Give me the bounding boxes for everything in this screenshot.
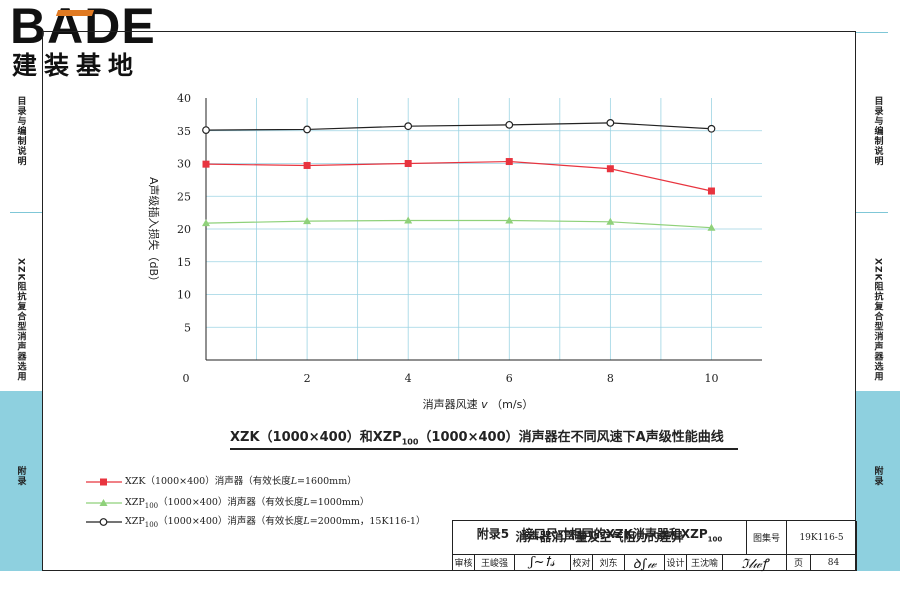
title-line-2: 消声器消声量及空气阻力的差异 — [515, 530, 684, 544]
y-tick-label: 25 — [177, 190, 191, 203]
data-point-circle — [404, 122, 413, 131]
data-point-square — [404, 160, 412, 167]
data-point-square — [202, 160, 210, 168]
side-tab-right-appendix[interactable]: 附录 — [856, 391, 900, 571]
bade-logo: BADE 建装基地 — [10, 0, 175, 82]
legend-swatch — [86, 478, 122, 486]
page-number: 84 — [811, 555, 857, 571]
y-tick-label: 40 — [177, 92, 191, 105]
y-tick-label: 15 — [177, 256, 191, 269]
side-tab-label: 附录 — [872, 466, 883, 486]
y-tick-label: 10 — [177, 289, 191, 302]
legend-item-xzp-2000: XZP100（1000×400）消声器（有效长度L=2000mm，15K116-… — [84, 514, 464, 530]
legend-item-xzk: XZK（1000×400）消声器（有效长度L=1600mm） — [84, 474, 464, 490]
data-point-square — [606, 165, 614, 173]
side-tab-label: XZK阻抗复合型消声器选用 — [872, 258, 883, 382]
legend-swatch — [86, 518, 122, 526]
title-line-1: 接口尺寸相同的XZK消声器和XZP — [521, 527, 708, 542]
checker-name: 刘东 — [593, 555, 625, 571]
data-point-square — [505, 158, 513, 166]
side-tab-right-selection[interactable]: XZK阻抗复合型消声器选用 — [856, 250, 900, 390]
reviewer-signature: ʃ~ꝉ𝓈 — [515, 555, 571, 571]
logo-subtitle: 建装基地 — [12, 51, 141, 80]
legend-label: XZP100（1000×400）消声器（有效长度L=1000mm） — [125, 497, 370, 510]
atlas-number-label: 图集号 — [747, 521, 787, 555]
designer-name: 王沈喻 — [687, 555, 723, 571]
x-tick-label: 4 — [405, 372, 412, 385]
design-label: 设计 — [665, 555, 687, 571]
x-axis-label: 消声器风速 v （m/s） — [423, 397, 534, 411]
data-point-circle — [505, 120, 514, 129]
tab-divider — [10, 212, 42, 213]
title-block: 附录5 接口尺寸相同的XZK消声器和XZP100 消声器消声量及空气阻力的差异 … — [452, 520, 857, 572]
checker-signature: ꝺ∫𝓌 — [625, 555, 665, 572]
drawing-frame — [42, 31, 856, 571]
data-point-circle — [606, 118, 615, 127]
atlas-number: 19K116-5 — [787, 521, 857, 555]
legend-swatch — [86, 499, 122, 506]
chart-caption: XZK（1000×400）和XZP100（1000×400）消声器在不同风速下A… — [230, 426, 724, 447]
check-label: 校对 — [571, 555, 593, 571]
title-block-title: 附录5 接口尺寸相同的XZK消声器和XZP100 消声器消声量及空气阻力的差异 — [453, 521, 747, 555]
y-tick-label: 20 — [177, 223, 191, 236]
y-tick-label: 30 — [177, 158, 191, 171]
y-tick-label: 35 — [177, 125, 191, 138]
caption-prefix: XZK（1000×400）和XZP — [230, 430, 402, 445]
review-label: 审核 — [453, 555, 475, 571]
data-point-circle — [303, 125, 311, 134]
caption-underline — [230, 448, 738, 450]
data-point-triangle — [202, 219, 210, 227]
side-tab-label: 目录与编制说明 — [15, 96, 26, 166]
side-tab-label: XZK阻抗复合型消声器选用 — [15, 258, 26, 382]
data-point-triangle — [303, 217, 312, 225]
side-tab-label: 附录 — [15, 466, 26, 486]
x-tick-label: 0 — [183, 372, 190, 385]
x-tick-label: 6 — [506, 372, 513, 385]
data-point-circle — [707, 124, 716, 133]
data-point-square — [303, 161, 311, 169]
series-line-1 — [205, 160, 712, 192]
side-tab-left-contents[interactable]: 目录与编制说明 — [0, 88, 42, 212]
data-point-triangle — [707, 223, 716, 231]
tab-divider — [856, 212, 888, 213]
caption-subscript: 100 — [401, 437, 419, 447]
data-point-circle — [202, 126, 210, 134]
data-point-square — [707, 187, 715, 195]
legend-label: XZK（1000×400）消声器（有效长度L=1600mm） — [125, 476, 357, 487]
x-tick-label: 2 — [304, 372, 311, 385]
chart-legend: XZK（1000×400）消声器（有效长度L=1600mm） XZP100（10… — [84, 470, 464, 540]
data-point-triangle — [505, 216, 514, 224]
series-line-3 — [205, 122, 712, 131]
legend-item-xzp-1000: XZP100（1000×400）消声器（有效长度L=1000mm） — [84, 495, 464, 511]
x-tick-label: 8 — [607, 372, 614, 385]
appendix-number: 附录5 — [476, 527, 510, 542]
data-point-triangle — [606, 217, 615, 225]
designer-signature: ℑ𝓁𝓌ꝭ — [723, 555, 787, 572]
side-tab-left-appendix[interactable]: 附录 — [0, 391, 42, 571]
series-line-2 — [205, 219, 712, 229]
side-tab-left-selection[interactable]: XZK阻抗复合型消声器选用 — [0, 250, 42, 390]
page-label: 页 — [787, 555, 811, 571]
tab-divider — [856, 32, 888, 33]
legend-label: XZP100（1000×400）消声器（有效长度L=2000mm，15K116-… — [125, 516, 426, 529]
side-tab-right-contents[interactable]: 目录与编制说明 — [856, 88, 900, 212]
y-tick-label: 5 — [184, 321, 191, 334]
logo-wordmark: BADE — [10, 0, 156, 54]
x-tick-label: 10 — [704, 372, 718, 385]
side-tab-label: 目录与编制说明 — [872, 96, 883, 166]
caption-suffix: （1000×400）消声器在不同风速下A声级性能曲线 — [418, 430, 724, 445]
data-point-triangle — [404, 216, 413, 224]
y-axis-label: A声级插入损失（dB） — [147, 177, 161, 287]
reviewer-name: 王峻强 — [475, 555, 515, 571]
